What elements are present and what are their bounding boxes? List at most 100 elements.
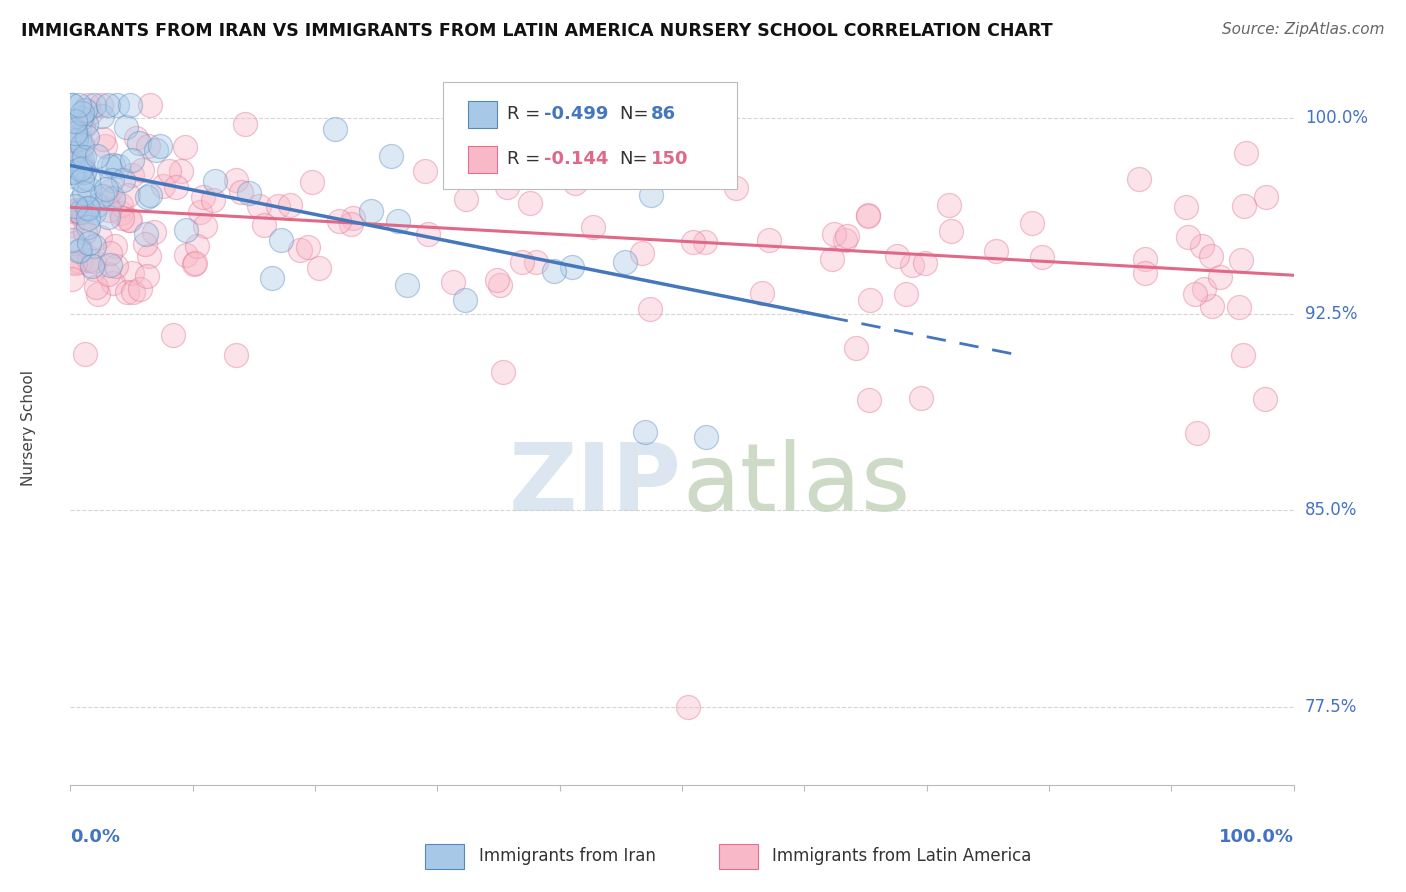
Point — [174, 247, 197, 261]
Point — [118, 98, 141, 112]
Point — [75, 117, 97, 131]
Point — [1201, 249, 1223, 263]
Point — [115, 285, 138, 300]
Point — [380, 149, 402, 163]
Point — [65, 123, 87, 137]
Point — [225, 173, 247, 187]
Point — [65, 205, 87, 219]
Point — [98, 258, 121, 272]
Point — [142, 225, 165, 239]
Point — [73, 347, 96, 361]
Point — [70, 157, 93, 171]
Point — [83, 98, 105, 112]
Point — [489, 278, 512, 293]
Point — [191, 190, 214, 204]
Point — [72, 153, 94, 168]
Point — [488, 162, 510, 177]
Point — [65, 202, 87, 217]
Point — [121, 153, 143, 167]
Point — [76, 211, 98, 225]
Point — [638, 302, 661, 317]
Point — [60, 254, 83, 268]
Point — [543, 264, 565, 278]
Point — [80, 260, 103, 274]
Point — [70, 161, 93, 176]
Point — [60, 165, 83, 179]
Point — [77, 235, 100, 250]
Point — [138, 139, 160, 153]
Text: -0.499: -0.499 — [544, 105, 607, 123]
Point — [984, 244, 1007, 258]
FancyBboxPatch shape — [443, 82, 737, 189]
Point — [165, 180, 187, 194]
Point — [128, 136, 150, 151]
Point — [267, 199, 290, 213]
Point — [446, 123, 468, 137]
Point — [567, 120, 589, 134]
Point — [90, 109, 112, 123]
Point — [67, 131, 90, 145]
Point — [387, 213, 409, 227]
Point — [105, 98, 128, 112]
FancyBboxPatch shape — [468, 101, 498, 128]
Point — [62, 165, 84, 179]
Point — [139, 188, 162, 202]
Point — [104, 239, 127, 253]
Point — [89, 230, 111, 244]
Point — [121, 266, 143, 280]
Point — [1254, 392, 1277, 406]
Point — [76, 172, 98, 186]
Point — [1209, 269, 1232, 284]
Point — [640, 188, 662, 202]
Point — [1230, 252, 1253, 267]
Point — [107, 160, 129, 174]
FancyBboxPatch shape — [468, 145, 498, 173]
Point — [83, 262, 105, 277]
Point — [73, 150, 96, 164]
Point — [69, 161, 91, 176]
Text: ZIP: ZIP — [509, 439, 682, 532]
Point — [323, 121, 346, 136]
Text: N=: N= — [620, 150, 648, 168]
Point — [69, 204, 91, 219]
Point — [60, 98, 83, 112]
Point — [84, 279, 107, 293]
Point — [1185, 426, 1208, 441]
Point — [941, 224, 963, 238]
Point — [105, 259, 128, 273]
Point — [70, 173, 93, 187]
Point — [174, 140, 197, 154]
Point — [86, 198, 108, 212]
Point — [1184, 286, 1206, 301]
Point — [101, 173, 124, 187]
Point — [86, 149, 108, 163]
Point — [72, 186, 94, 200]
Point — [194, 219, 217, 233]
Point — [914, 256, 936, 270]
Point — [308, 261, 330, 276]
Point — [97, 267, 120, 281]
Point — [1232, 199, 1254, 213]
Text: Nursery School: Nursery School — [21, 370, 37, 486]
Point — [97, 159, 120, 173]
Text: 86: 86 — [651, 105, 676, 123]
Point — [859, 293, 882, 308]
Point — [121, 285, 143, 299]
Point — [98, 202, 121, 217]
Point — [676, 699, 699, 714]
Point — [70, 137, 93, 152]
Point — [454, 192, 477, 206]
Point — [94, 182, 117, 196]
Point — [77, 98, 100, 112]
Point — [118, 212, 141, 227]
Point — [1254, 190, 1277, 204]
Point — [886, 249, 908, 263]
Point — [110, 205, 132, 219]
Point — [91, 132, 114, 146]
Point — [83, 239, 105, 253]
Point — [83, 205, 105, 219]
Point — [183, 257, 205, 271]
Point — [360, 204, 382, 219]
Point — [301, 176, 323, 190]
Point — [135, 268, 157, 283]
